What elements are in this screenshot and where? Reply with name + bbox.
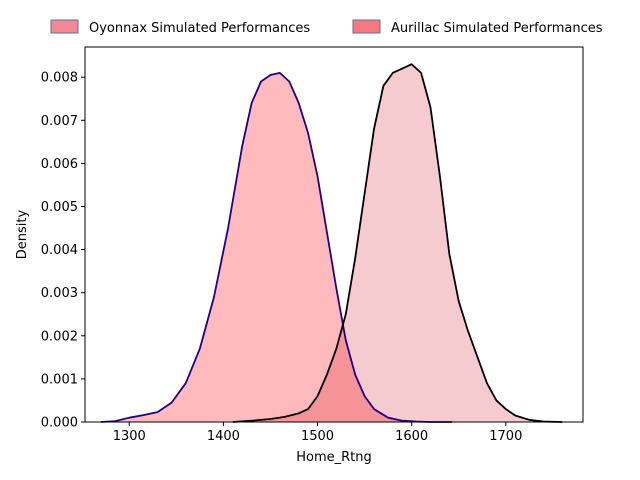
legend-label: Oyonnax Simulated Performances [89, 21, 310, 36]
x-tick-label: 1500 [301, 429, 334, 444]
legend: Oyonnax Simulated Performances Aurillac S… [50, 19, 603, 36]
x-axis: 1300 1400 1500 1600 1700 [113, 422, 522, 444]
density-line-series-1 [100, 71, 453, 423]
legend-swatch [50, 19, 79, 34]
y-tick-label: 0.000 [41, 416, 78, 431]
legend-swatch [352, 19, 381, 34]
y-tick-label: 0.006 [41, 157, 78, 172]
y-tick-label: 0.004 [41, 243, 78, 258]
density-fill-series-2 [232, 64, 563, 423]
density-line-series-2 [232, 63, 563, 423]
y-tick-label: 0.001 [41, 372, 78, 387]
y-tick-label: 0.005 [41, 200, 78, 215]
x-tick-label: 1400 [207, 429, 240, 444]
legend-item-2: Aurillac Simulated Performances [352, 19, 603, 36]
y-tick-label: 0.003 [41, 286, 78, 301]
x-axis-label: Home_Rtng [296, 450, 372, 465]
legend-item-1: Oyonnax Simulated Performances [50, 19, 310, 36]
y-axis-label: Density [15, 209, 30, 259]
legend-label: Aurillac Simulated Performances [391, 21, 603, 36]
y-axis: 0.000 0.001 0.002 0.003 0.004 0.005 0.006 0.007… [41, 71, 85, 431]
plot-frame [84, 46, 584, 423]
x-tick-label: 1300 [113, 429, 146, 444]
y-tick-label: 0.002 [41, 329, 78, 344]
y-tick-label: 0.008 [41, 71, 78, 86]
plot-lines [100, 63, 563, 423]
x-tick-label: 1600 [395, 429, 428, 444]
density-fill-series-1 [101, 72, 453, 423]
plot-fills [101, 64, 563, 423]
y-tick-label: 0.007 [41, 114, 78, 129]
x-tick-label: 1700 [489, 429, 522, 444]
